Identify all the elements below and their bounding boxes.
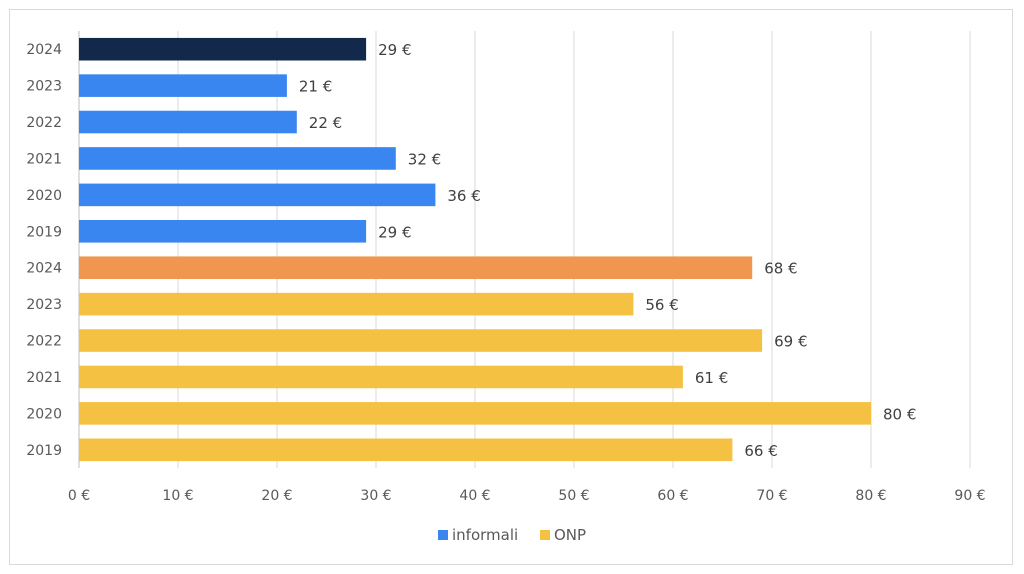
bar — [79, 74, 287, 97]
data-label: 61 € — [695, 369, 728, 387]
bar — [79, 37, 367, 61]
legend-label: ONP — [554, 526, 586, 544]
y-tick-label: 2024 — [26, 42, 62, 58]
x-tick-label: 90 € — [954, 488, 985, 504]
chart-frame — [9, 9, 1013, 565]
x-tick-label: 20 € — [261, 488, 292, 504]
data-label: 32 € — [408, 150, 441, 168]
data-label: 68 € — [764, 260, 797, 278]
x-tick-label: 10 € — [162, 488, 193, 504]
bar — [79, 220, 367, 243]
data-labels: 29 € 21 € 22 € 32 € 36 € 29 € 68 € 56 € 69 € 61 €… — [299, 41, 917, 460]
bar — [79, 292, 634, 316]
y-tick-label: 2023 — [26, 297, 62, 313]
legend-label: informali — [452, 526, 518, 544]
data-label: 80 € — [883, 405, 916, 423]
y-tick-label: 2022 — [26, 115, 62, 131]
y-tick-label: 2020 — [26, 406, 62, 422]
legend: informali ONP — [438, 526, 586, 544]
y-tick-label: 2020 — [26, 188, 62, 204]
category-axis: 2024 2023 2022 2021 2020 2019 2024 2023 2022 2021… — [26, 42, 62, 459]
bar — [79, 256, 753, 279]
y-tick-label: 2022 — [26, 334, 62, 350]
data-label: 22 € — [309, 114, 342, 132]
data-label: 29 € — [378, 41, 411, 59]
y-tick-label: 2019 — [26, 224, 62, 240]
bar — [79, 183, 436, 207]
bar — [79, 365, 683, 389]
bar — [79, 110, 297, 134]
data-label: 69 € — [774, 333, 807, 351]
legend-swatch — [540, 530, 550, 540]
value-axis: 0 € 10 € 20 € 30 € 40 € 50 € 60 € 70 € 80 € 90 € — [68, 488, 986, 504]
x-tick-label: 80 € — [855, 488, 886, 504]
bar — [79, 402, 871, 425]
bars — [79, 37, 871, 462]
legend-swatch — [438, 530, 448, 540]
x-tick-label: 70 € — [756, 488, 787, 504]
data-label: 29 € — [378, 223, 411, 241]
data-label: 36 € — [447, 187, 480, 205]
x-tick-label: 0 € — [68, 488, 90, 504]
x-tick-label: 60 € — [657, 488, 688, 504]
grid-lines — [78, 31, 971, 468]
bar — [79, 329, 763, 352]
x-tick-label: 30 € — [360, 488, 391, 504]
legend-item: ONP — [540, 526, 586, 544]
y-tick-label: 2023 — [26, 79, 62, 95]
x-tick-label: 50 € — [558, 488, 589, 504]
bar — [79, 438, 733, 462]
data-label: 21 € — [299, 78, 332, 96]
data-label: 66 € — [744, 442, 777, 460]
y-tick-label: 2021 — [26, 151, 62, 167]
data-label: 56 € — [645, 296, 678, 314]
y-tick-label: 2019 — [26, 443, 62, 459]
legend-item: informali — [438, 526, 518, 544]
y-tick-label: 2021 — [26, 370, 62, 386]
x-tick-label: 40 € — [459, 488, 490, 504]
bar — [79, 147, 396, 170]
y-tick-label: 2024 — [26, 261, 62, 277]
